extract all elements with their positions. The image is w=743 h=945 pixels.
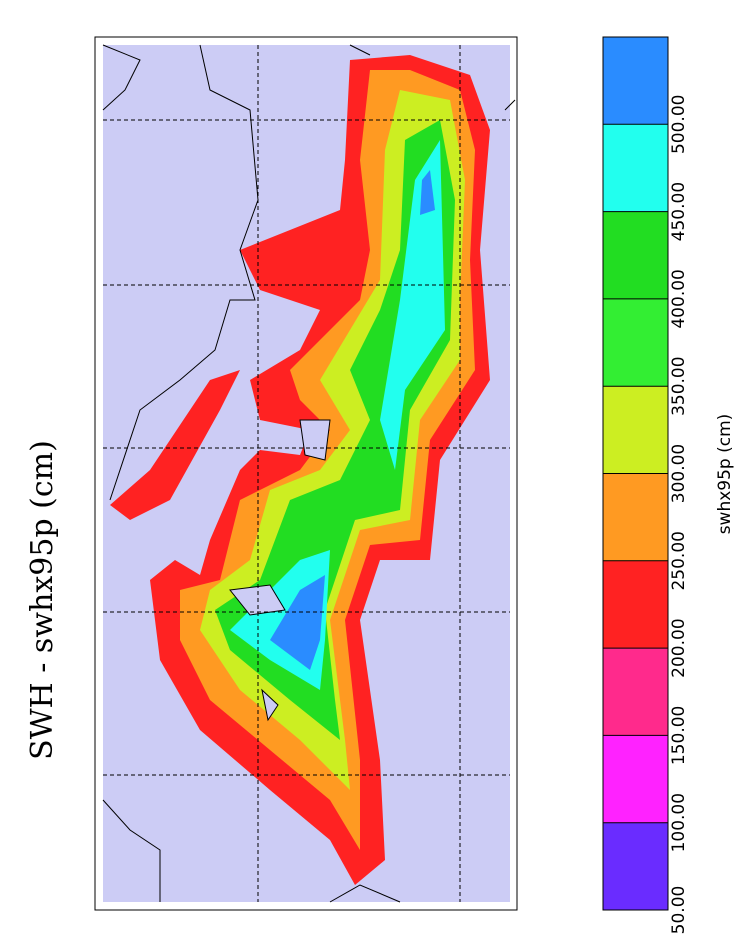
colorbar-tick-label: 300.00 bbox=[669, 444, 689, 503]
coastline bbox=[102, 44, 516, 903]
colorbar-segment bbox=[603, 211, 668, 299]
colorbar: 50.00 100.00 150.00 200.00 250.00 300.00 350.0… bbox=[602, 36, 689, 935]
colorbar-segment bbox=[603, 386, 668, 474]
colorbar-segment bbox=[603, 473, 668, 561]
colorbar-segment bbox=[603, 735, 668, 823]
colorbar-segment bbox=[603, 560, 668, 649]
colorbar-tick-label: 400.00 bbox=[669, 269, 689, 328]
colorbar-tick-label: 200.00 bbox=[669, 618, 689, 677]
map-title: SWH - swhx95p (cm) bbox=[25, 440, 60, 760]
colorbar-segment bbox=[603, 822, 668, 910]
graticule bbox=[103, 45, 510, 902]
colorbar-tick-label: 50.00 bbox=[669, 886, 689, 935]
sea-field bbox=[110, 55, 490, 885]
colorbar-tick-label: 250.00 bbox=[669, 531, 689, 590]
wave-zone bbox=[270, 170, 435, 670]
colorbar-segment bbox=[603, 37, 668, 125]
colorbar-segment bbox=[603, 648, 668, 736]
colorbar-tick-label: 100.00 bbox=[669, 793, 689, 852]
colorbar-tick-label: 500.00 bbox=[669, 95, 689, 154]
colorbar-tick-label: 350.00 bbox=[669, 356, 689, 415]
island bbox=[229, 419, 331, 722]
colorbar-segment bbox=[603, 298, 668, 387]
colorbar-tick-label: 150.00 bbox=[669, 706, 689, 765]
wave-zone bbox=[110, 370, 240, 520]
colorbar-segment bbox=[603, 124, 668, 212]
map bbox=[94, 36, 518, 911]
colorbar-tick-label: 450.00 bbox=[669, 182, 689, 241]
colorbar-label: swhx95p (cm) bbox=[715, 414, 735, 535]
